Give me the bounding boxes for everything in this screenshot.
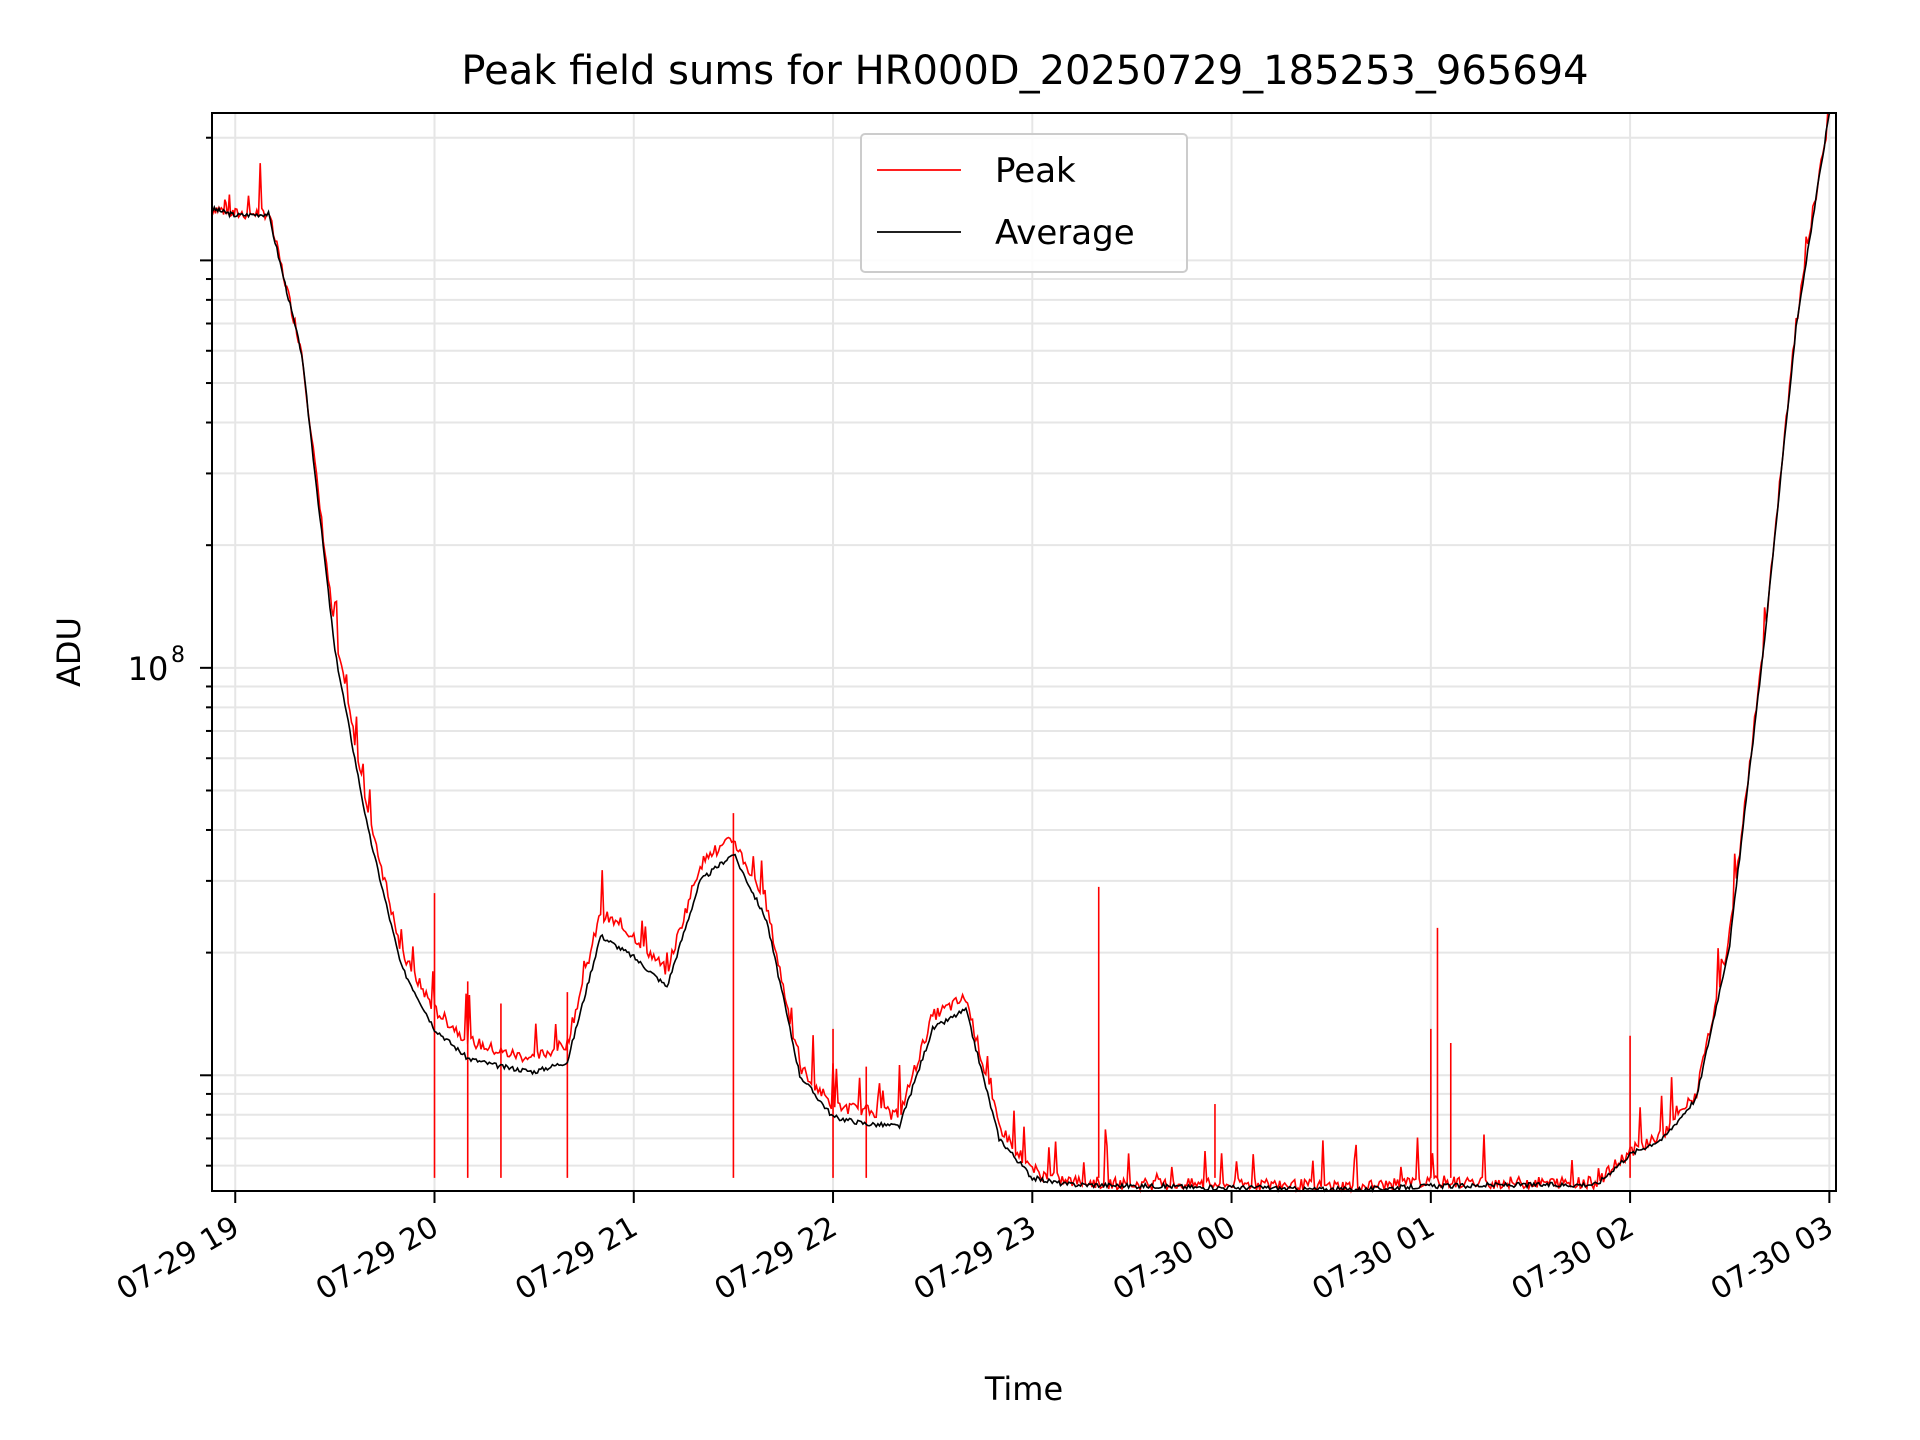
x-tick-label: 07-29 23 <box>908 1210 1042 1308</box>
plot-frame <box>211 112 1837 1192</box>
x-tick-label: 07-30 00 <box>1107 1210 1241 1308</box>
y-axis-label: ADU <box>50 617 88 687</box>
x-tick-label: 07-30 01 <box>1307 1210 1441 1308</box>
series-line-average <box>211 112 1831 1193</box>
x-tick-label: 07-30 03 <box>1705 1210 1839 1308</box>
series-line-peak <box>211 112 1830 1194</box>
x-tick-label: 07-29 22 <box>709 1210 843 1308</box>
legend: Peak Average <box>860 133 1188 273</box>
y-tick-label: 10 <box>128 650 169 688</box>
y-tick-label-exponent: 8 <box>171 643 185 668</box>
x-tick-label: 07-29 20 <box>310 1210 444 1308</box>
x-tick-label: 07-30 02 <box>1506 1210 1640 1308</box>
legend-peak-label: Peak <box>995 151 1076 191</box>
x-tick-label: 07-29 21 <box>509 1210 643 1308</box>
chart-title: Peak field sums for HR000D_20250729_1852… <box>461 48 1588 94</box>
x-tick-label: 07-29 19 <box>111 1210 245 1308</box>
x-axis: 07-29 19 07-29 20 07-29 21 07-29 22 07-29 23… <box>111 1191 1839 1307</box>
legend-average-label: Average <box>995 213 1135 253</box>
y-axis: 10 8 <box>128 136 212 1167</box>
plot-lines <box>211 112 1831 1194</box>
x-axis-label: Time <box>984 1370 1063 1408</box>
gridlines <box>212 113 1836 1191</box>
legend-box <box>860 133 1188 273</box>
